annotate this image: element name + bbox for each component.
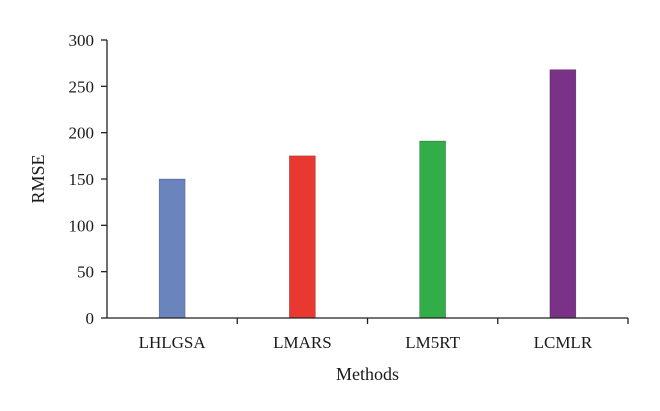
- bar-lhlgsa: [158, 178, 186, 319]
- x-axis-title: Methods: [336, 364, 399, 384]
- bar-lmars: [289, 155, 316, 319]
- x-axis-ticks: LHLGSA LMARS LM5RT LCMLR: [139, 318, 629, 352]
- y-tick-label: 50: [77, 263, 94, 282]
- bars: [158, 69, 577, 319]
- y-tick-label: 150: [69, 170, 95, 189]
- bar-lcmlr: [549, 69, 577, 319]
- y-axis-title: RMSE: [28, 154, 48, 203]
- y-axis-ticks: 0 50 100 150 200 250 300: [69, 31, 107, 328]
- y-tick-label: 200: [69, 124, 95, 143]
- x-tick-label: LMARS: [273, 333, 332, 352]
- y-tick-label: 100: [69, 216, 95, 235]
- x-tick-label: LHLGSA: [139, 333, 207, 352]
- y-tick-label: 250: [69, 77, 95, 96]
- x-tick-label: LCMLR: [534, 333, 593, 352]
- y-tick-label: 300: [69, 31, 95, 50]
- bar-lm5rt: [419, 140, 446, 319]
- y-tick-label: 0: [86, 309, 95, 328]
- x-tick-label: LM5RT: [405, 333, 460, 352]
